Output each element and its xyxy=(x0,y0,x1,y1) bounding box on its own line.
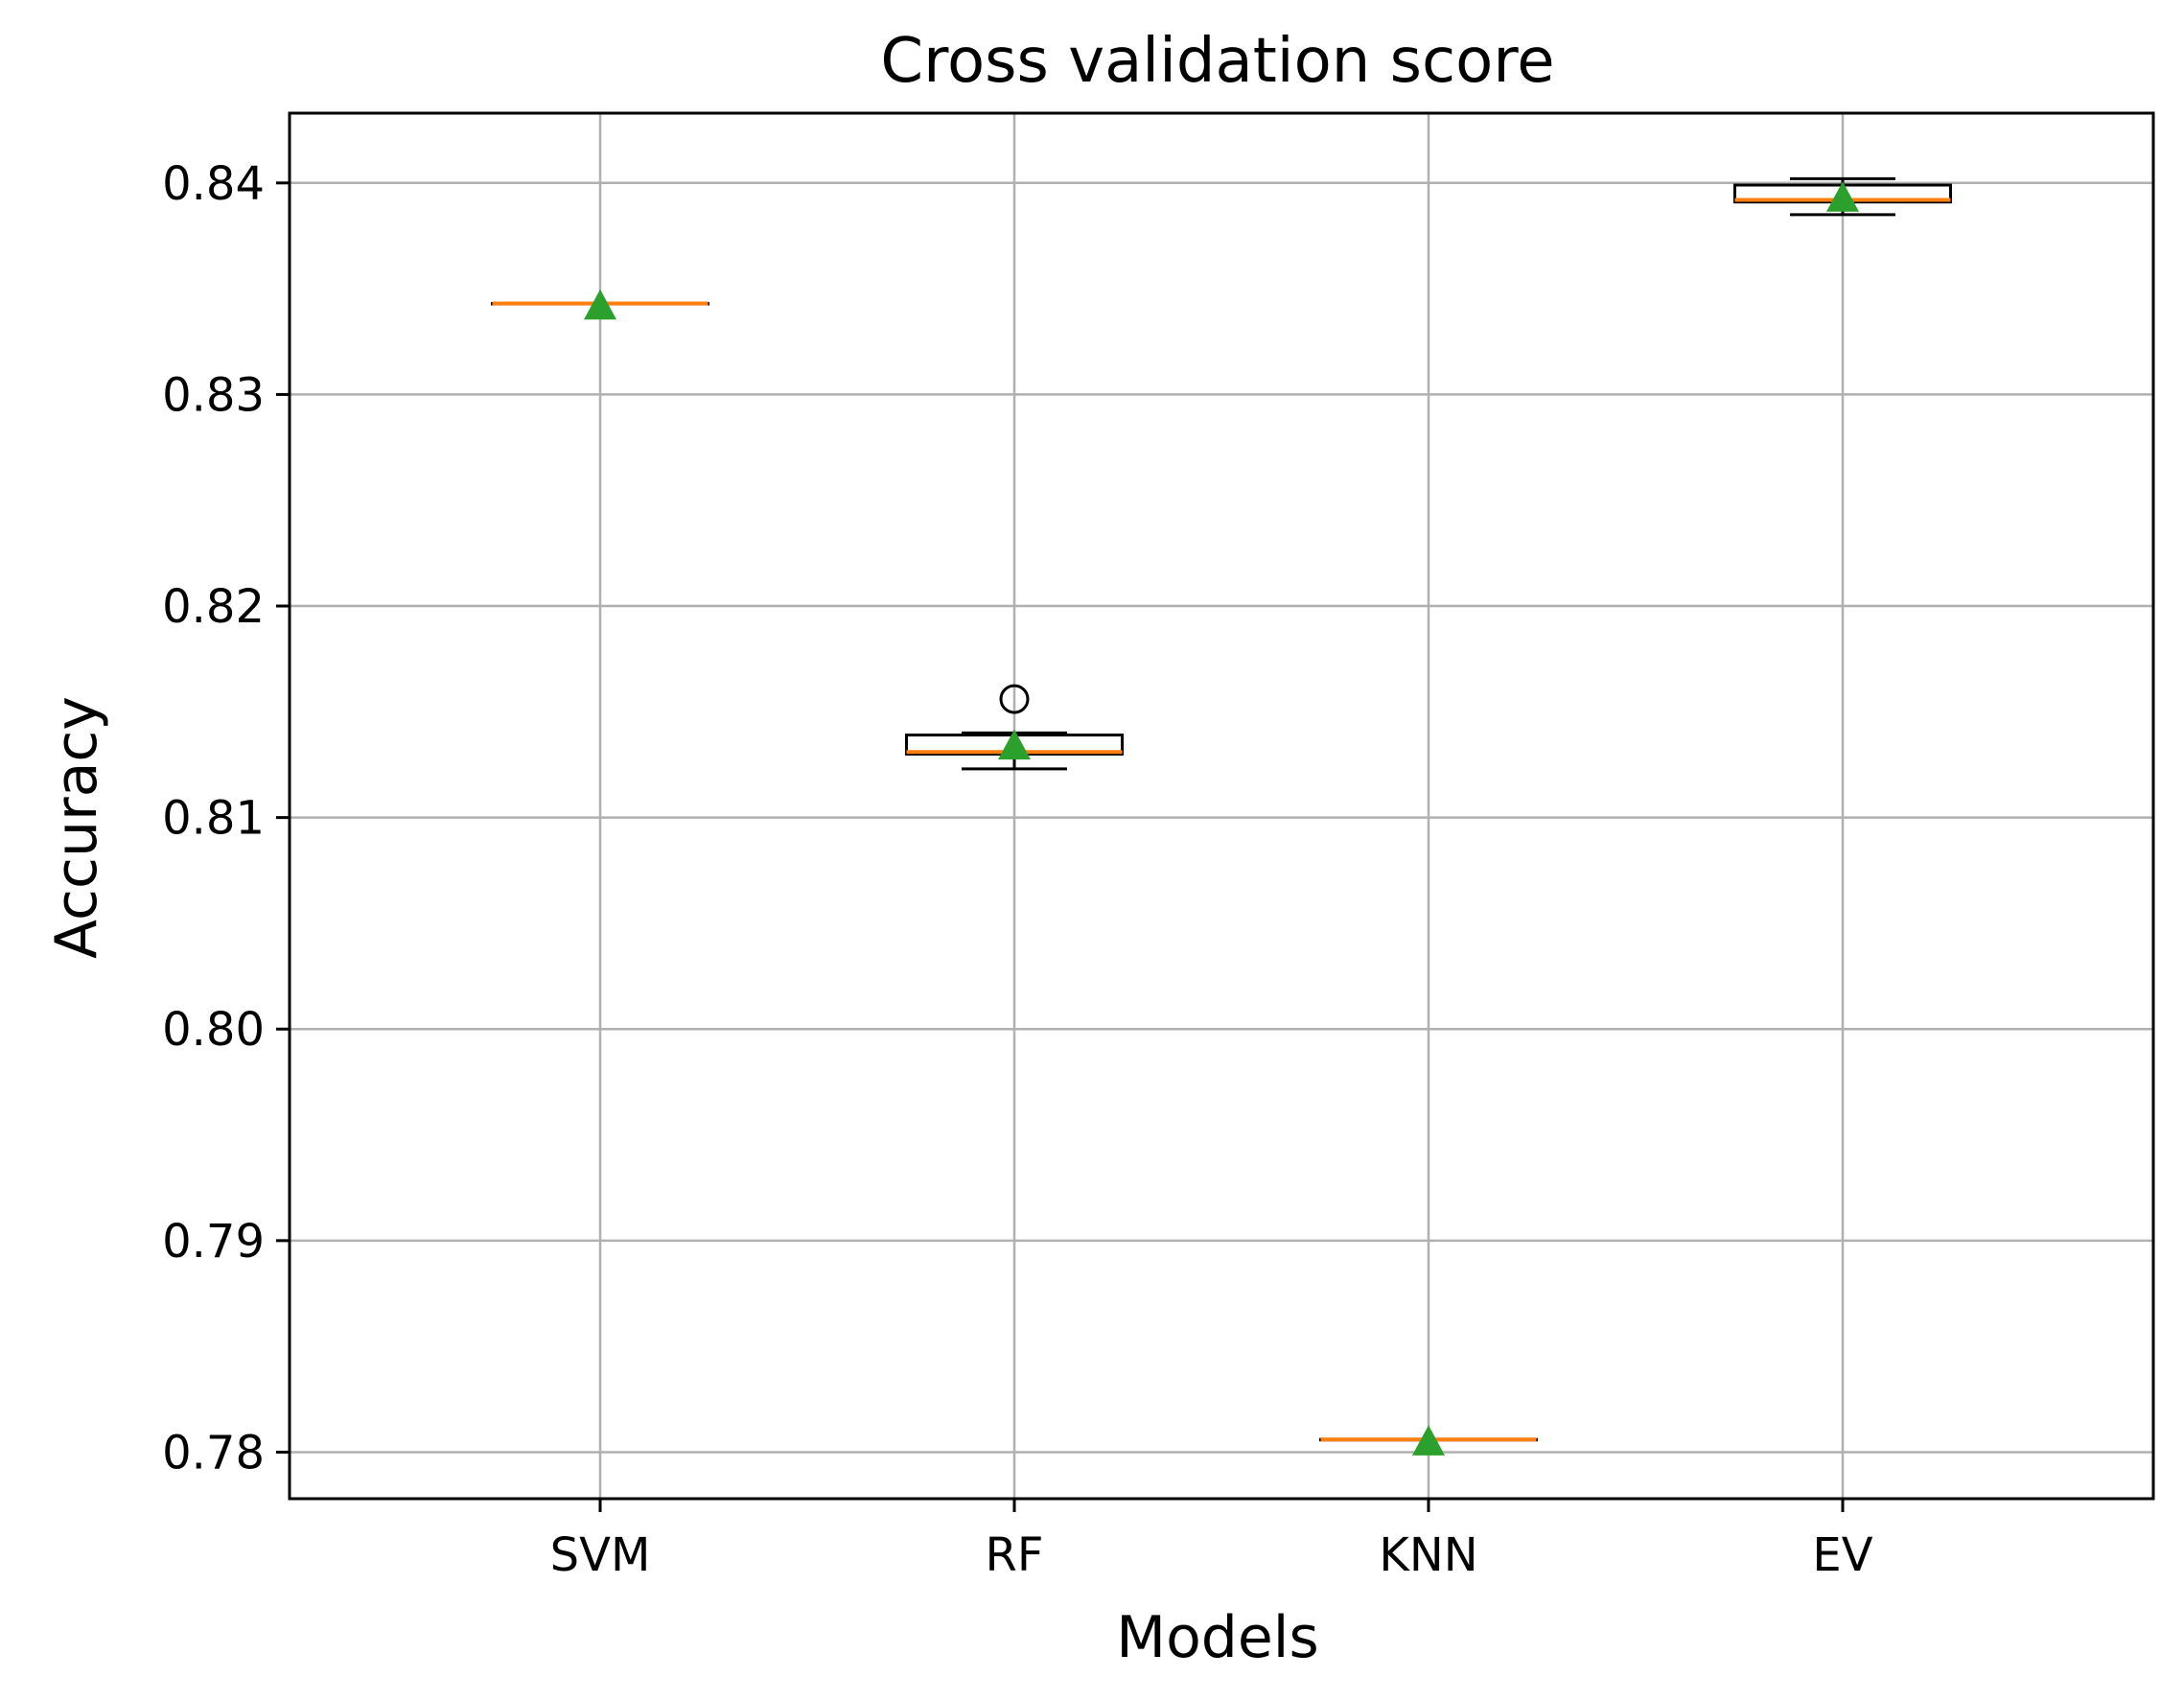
y-tick-label: 0.83 xyxy=(162,368,265,422)
mean-marker xyxy=(1412,1425,1445,1456)
box-knn xyxy=(1319,1425,1538,1456)
y-tick-label: 0.79 xyxy=(162,1215,265,1269)
y-axis-ticks: 0.78 0.79 0.80 0.81 0.82 0.83 0.84 xyxy=(162,157,290,1480)
mean-marker xyxy=(584,289,616,320)
x-tick-label: KNN xyxy=(1379,1528,1477,1582)
chart-title: Cross validation score xyxy=(880,26,1554,97)
mean-marker xyxy=(1826,181,1859,212)
box-ev xyxy=(1733,176,1952,217)
y-tick-label: 0.84 xyxy=(162,157,265,211)
x-tick-label: SVM xyxy=(550,1528,651,1582)
y-axis-label: Accuracy xyxy=(43,696,110,959)
box-svm xyxy=(491,289,709,320)
x-tick-label: RF xyxy=(986,1528,1044,1582)
x-tick-label: EV xyxy=(1812,1528,1872,1582)
boxes xyxy=(491,176,1952,1456)
box-rf xyxy=(905,684,1124,771)
x-axis-label: Models xyxy=(1116,1604,1318,1671)
y-tick-label: 0.81 xyxy=(162,792,265,846)
x-axis-ticks: SVM RF KNN EV xyxy=(550,1499,1873,1582)
y-tick-label: 0.78 xyxy=(162,1426,265,1480)
y-tick-label: 0.82 xyxy=(162,580,265,634)
grid-lines xyxy=(290,113,2153,1499)
plot-frame xyxy=(288,111,2155,1501)
y-tick-label: 0.80 xyxy=(162,1003,265,1057)
mean-marker xyxy=(998,729,1031,760)
outlier-point xyxy=(999,684,1030,714)
